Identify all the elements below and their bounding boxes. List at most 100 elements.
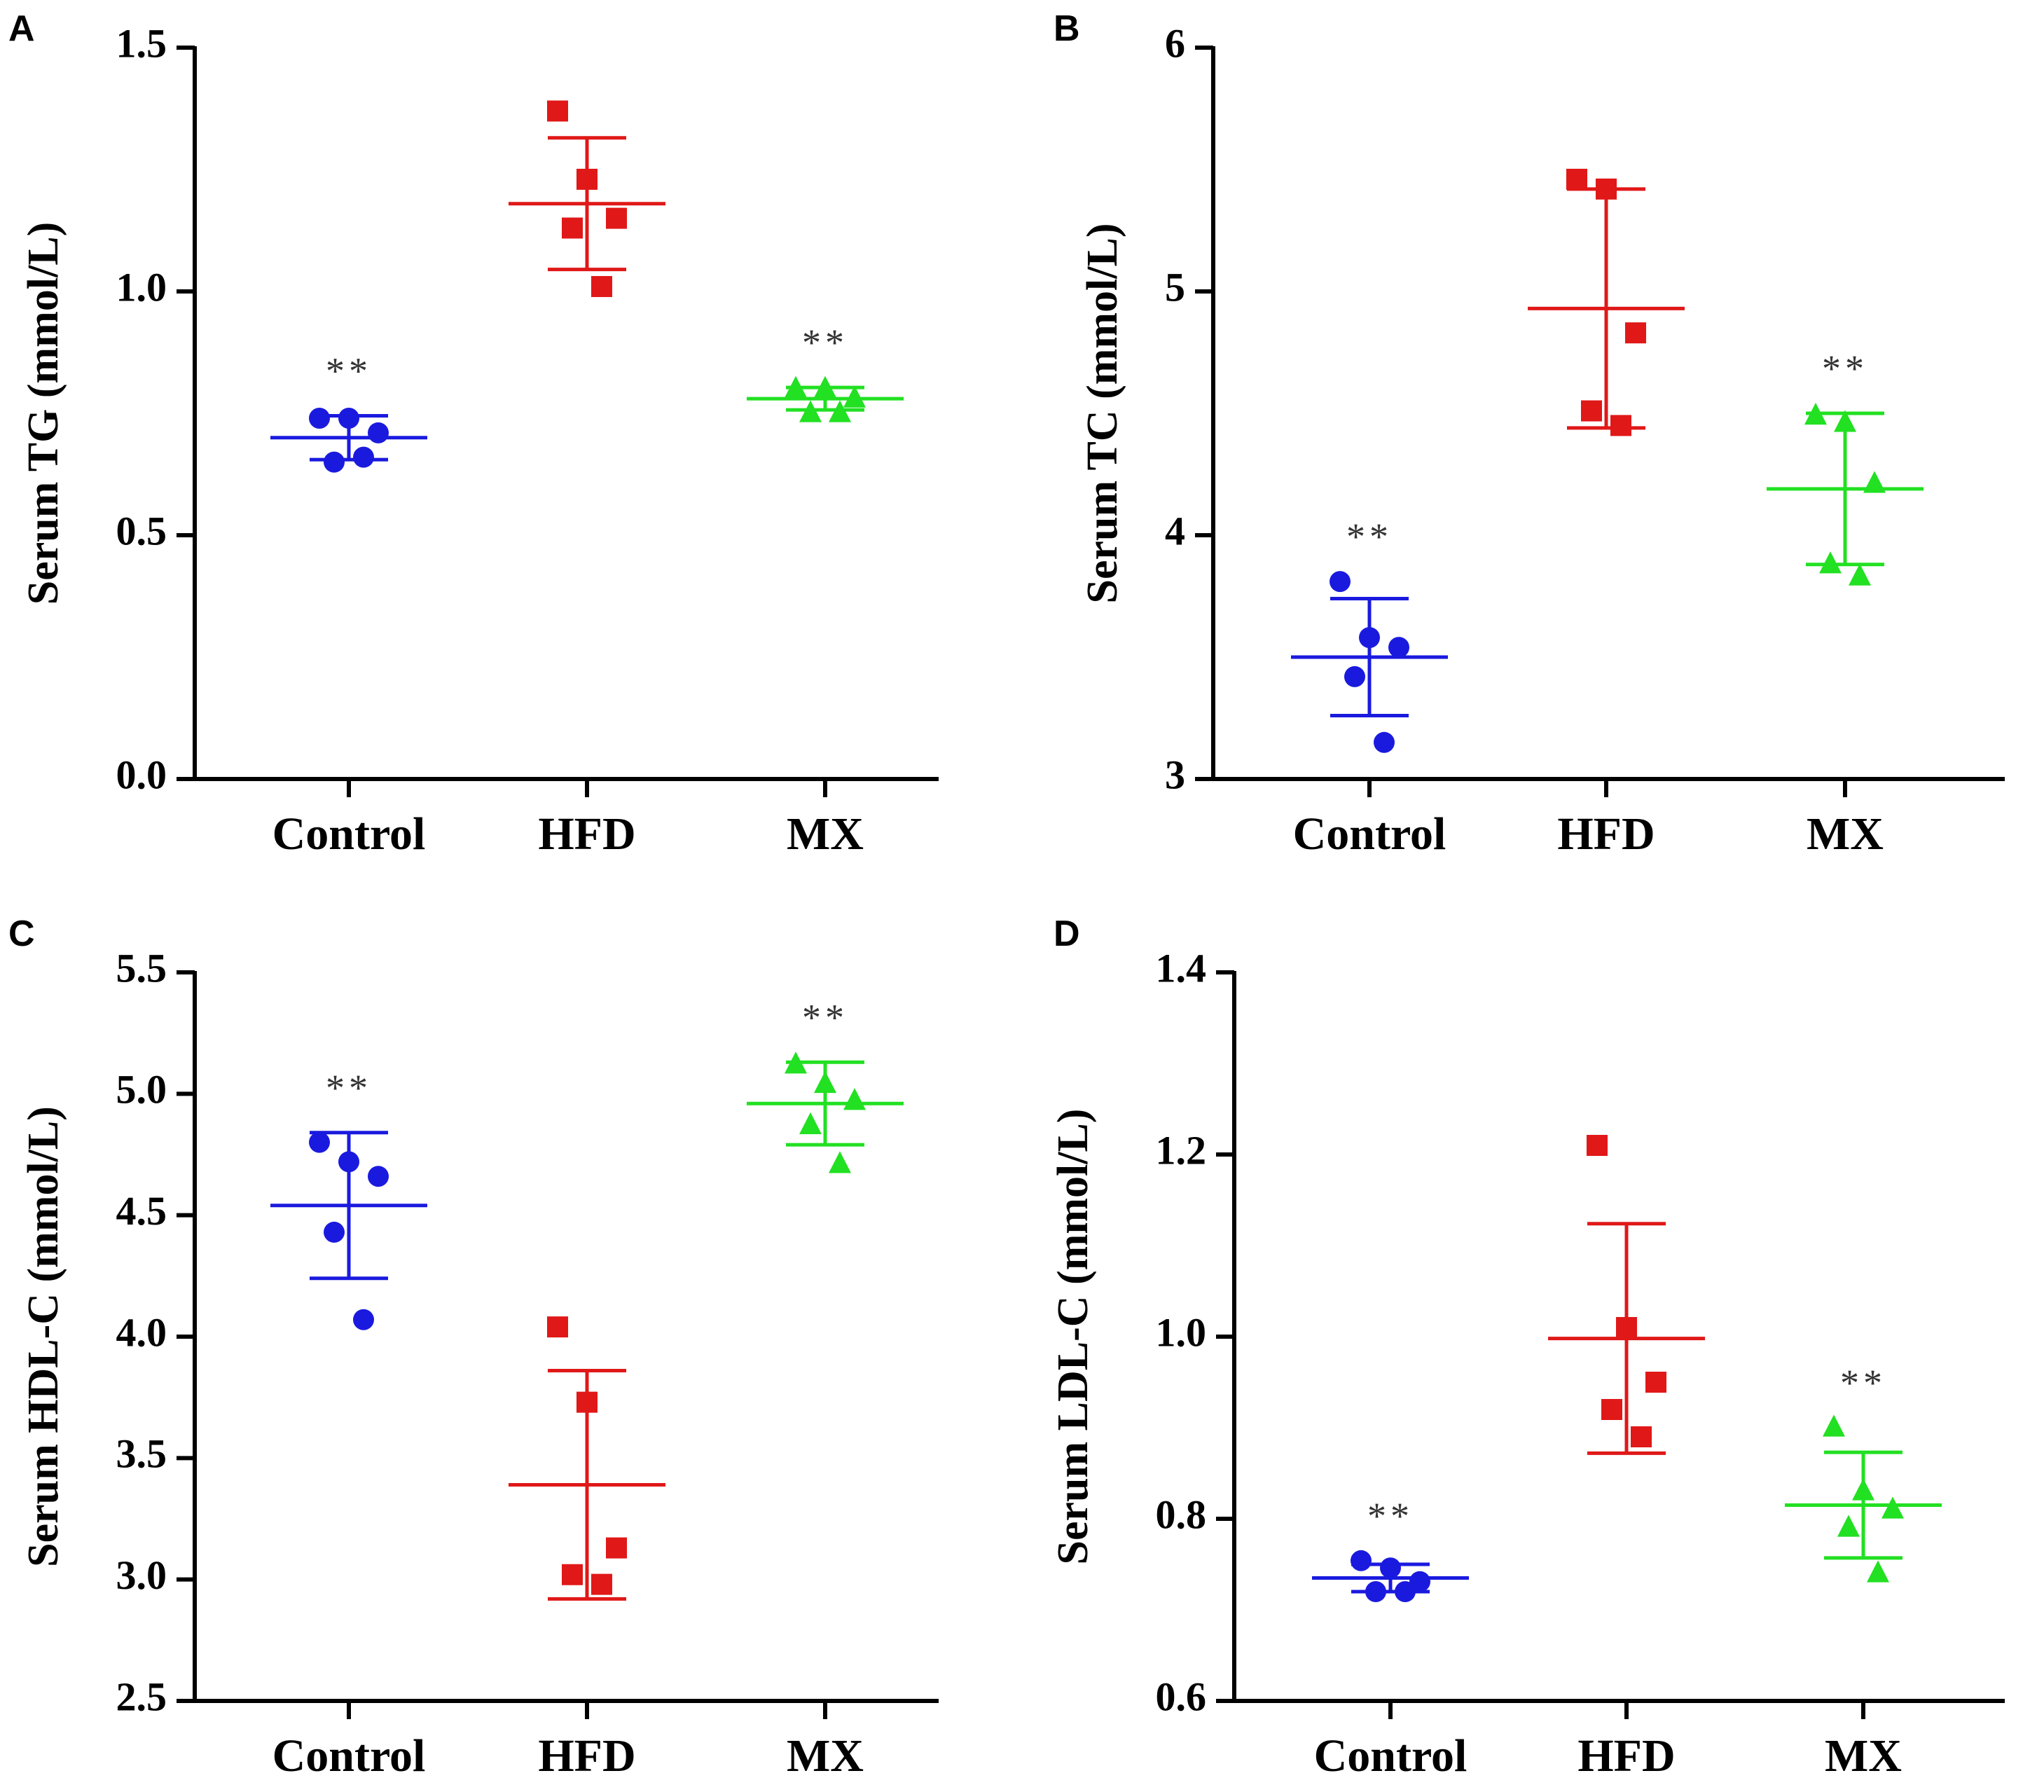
significance-marker: ** [1367, 1495, 1414, 1537]
data-point [1344, 666, 1365, 687]
y-tick-label: 0.0 [116, 752, 167, 797]
y-tick-label: 2.5 [116, 1674, 167, 1719]
x-tick-label: HFD [538, 1730, 635, 1781]
data-point [606, 1537, 627, 1559]
y-tick-label: 4 [1165, 508, 1185, 553]
y-tick-label: 3.0 [116, 1552, 167, 1598]
y-axis-title: Serum LDL-C (mmol/L) [1049, 1109, 1097, 1565]
x-tick-label: MX [787, 1730, 864, 1781]
panel-label: D [1054, 914, 1080, 954]
data-point [1863, 471, 1886, 493]
data-point [547, 100, 568, 122]
data-point [1823, 1414, 1845, 1437]
data-point [1395, 1581, 1416, 1602]
data-point [353, 446, 374, 468]
x-tick-label: MX [787, 808, 864, 860]
data-point [799, 1112, 822, 1134]
data-point [547, 1316, 568, 1338]
y-tick-label: 1.0 [116, 264, 167, 310]
data-point [829, 400, 851, 422]
data-point [1631, 1426, 1652, 1447]
y-tick-label: 1.4 [1156, 945, 1207, 991]
y-tick-label: 3 [1165, 752, 1185, 797]
data-point [562, 1564, 583, 1585]
data-point [1819, 551, 1842, 574]
x-tick-label: HFD [1577, 1730, 1675, 1781]
data-point [1849, 563, 1871, 586]
y-tick-label: 3.5 [116, 1431, 167, 1477]
y-tick-label: 6 [1165, 20, 1185, 66]
panel-label: B [1054, 8, 1080, 49]
x-tick-label: Control [1293, 808, 1446, 860]
data-point [1374, 731, 1395, 753]
data-point [324, 1221, 345, 1243]
data-point [1365, 1581, 1386, 1602]
y-tick-label: 5 [1165, 264, 1185, 310]
x-tick-label: Control [272, 1730, 426, 1781]
y-axis-title: Serum TG (mmol/L) [20, 222, 67, 605]
x-tick-label: HFD [538, 808, 635, 860]
x-tick-label: MX [1825, 1730, 1902, 1781]
data-point [309, 407, 330, 429]
data-point [368, 1166, 389, 1187]
significance-marker: ** [1840, 1362, 1886, 1404]
data-point [576, 168, 598, 190]
data-point [1834, 410, 1856, 432]
y-tick-label: 0.6 [1156, 1674, 1207, 1719]
data-point [1601, 1399, 1622, 1420]
y-axis-title: Serum HDL-C (mmol/L) [20, 1106, 67, 1567]
significance-marker: ** [1822, 347, 1868, 390]
x-tick-label: MX [1807, 808, 1884, 860]
data-point [829, 1151, 851, 1173]
data-point [324, 451, 345, 473]
data-point [368, 422, 389, 443]
data-point [1581, 400, 1602, 422]
y-tick-label: 1.0 [1156, 1309, 1207, 1355]
data-point [843, 1088, 866, 1110]
significance-marker: ** [326, 1067, 372, 1109]
data-point [562, 217, 583, 239]
significance-marker: ** [1346, 516, 1393, 558]
data-point [1804, 402, 1827, 425]
data-point [1388, 637, 1409, 659]
significance-marker: ** [802, 996, 848, 1038]
y-tick-label: 5.5 [116, 945, 167, 991]
data-point [1587, 1135, 1608, 1156]
data-point [606, 207, 627, 229]
data-point [1359, 627, 1380, 649]
x-tick-label: Control [272, 808, 426, 860]
data-point [1837, 1515, 1860, 1537]
data-point [1616, 1317, 1637, 1338]
data-point [799, 400, 822, 422]
data-point [1566, 168, 1587, 190]
y-tick-label: 4.5 [116, 1188, 167, 1234]
data-point [309, 1131, 330, 1153]
data-point [1380, 1557, 1401, 1579]
data-point [1625, 322, 1646, 344]
data-point [785, 1052, 807, 1074]
data-point [1867, 1560, 1889, 1583]
significance-marker: ** [802, 322, 848, 364]
data-point [1409, 1571, 1430, 1592]
data-point [814, 1070, 836, 1094]
data-point [843, 385, 866, 408]
data-point [1351, 1550, 1372, 1571]
data-point [1330, 571, 1351, 593]
significance-marker: ** [326, 350, 372, 392]
panel-label: A [8, 8, 35, 49]
y-tick-label: 4.0 [116, 1309, 167, 1355]
y-tick-label: 0.8 [1156, 1491, 1207, 1537]
y-tick-label: 1.5 [116, 20, 167, 66]
data-point [814, 375, 836, 398]
y-tick-label: 5.0 [116, 1067, 167, 1112]
data-point [1852, 1478, 1874, 1501]
data-point [1610, 415, 1631, 436]
data-point [1881, 1496, 1904, 1519]
panel-label: C [8, 914, 35, 954]
data-point [1596, 178, 1617, 200]
data-point [338, 407, 359, 429]
data-point [576, 1391, 598, 1413]
data-point [591, 276, 612, 298]
data-point [1645, 1372, 1666, 1393]
